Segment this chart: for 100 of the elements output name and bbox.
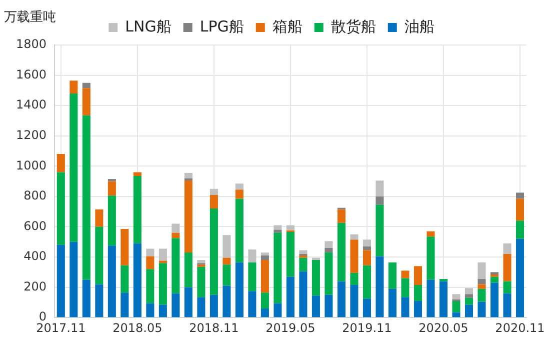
- bar: [337, 209, 346, 223]
- bar: [108, 181, 116, 196]
- bar: [210, 188, 218, 195]
- bar: [478, 262, 486, 279]
- bar: [70, 93, 78, 242]
- bar: [70, 242, 78, 318]
- bar: [376, 180, 384, 196]
- legend-label: 箱船: [272, 17, 302, 36]
- bar: [274, 225, 282, 230]
- bar: [464, 298, 474, 305]
- bar: [516, 238, 524, 318]
- bar: [350, 272, 358, 286]
- bar: [172, 232, 180, 238]
- bar: [120, 265, 129, 293]
- y-tick-label: 1800: [16, 37, 47, 52]
- bar: [197, 266, 206, 298]
- legend-label: 油船: [404, 17, 434, 36]
- bar: [120, 292, 129, 318]
- bar: [478, 278, 486, 284]
- bar: [95, 226, 104, 284]
- legend-label: LNG船: [125, 17, 172, 36]
- bar: [439, 281, 448, 318]
- bar: [210, 294, 218, 318]
- bar: [222, 235, 231, 258]
- bar: [146, 256, 154, 270]
- x-tick-label: 2018.05: [112, 320, 162, 335]
- bar: [350, 240, 358, 273]
- bar: [184, 287, 192, 318]
- legend-label: 散货船: [330, 17, 376, 36]
- bar: [158, 248, 167, 261]
- bar: [426, 280, 435, 318]
- bar: [56, 172, 65, 245]
- bar: [235, 190, 244, 199]
- y-tick-label: 1000: [16, 158, 47, 172]
- bar: [439, 278, 448, 282]
- bar: [146, 269, 154, 304]
- x-tick-label: 2019.05: [266, 320, 316, 335]
- bar: [503, 254, 512, 282]
- bar: [82, 82, 90, 88]
- bar: [197, 297, 206, 318]
- bar: [158, 304, 167, 318]
- bar: [274, 232, 282, 304]
- bar: [414, 300, 422, 318]
- bar: [260, 256, 269, 260]
- x-tick-label: 2020.05: [418, 320, 468, 335]
- bar: [274, 303, 282, 318]
- bar: [299, 271, 308, 318]
- bar: [362, 240, 371, 246]
- bar: [222, 264, 231, 286]
- bar: [108, 196, 116, 246]
- bar: [248, 262, 256, 292]
- bar: [324, 241, 333, 248]
- bar: [260, 260, 269, 293]
- bar: [222, 286, 231, 318]
- bar: [362, 265, 371, 299]
- bar: [286, 276, 294, 318]
- bar: [146, 303, 154, 318]
- x-tick-label: 2018.11: [189, 320, 239, 335]
- bar: [464, 294, 474, 298]
- bar: [133, 243, 142, 318]
- bar: [324, 248, 333, 252]
- bar: [464, 304, 474, 318]
- bar: [146, 248, 154, 256]
- bar: [248, 249, 256, 262]
- bar: [120, 229, 129, 266]
- bar: [516, 192, 524, 199]
- bar: [324, 252, 333, 295]
- bar: [362, 250, 371, 266]
- y-axis-title: 万载重吨: [4, 9, 56, 26]
- bar: [490, 276, 499, 283]
- bar: [414, 266, 422, 286]
- bar: [388, 262, 396, 289]
- bar: [56, 154, 65, 172]
- bar: [299, 258, 308, 272]
- bar: [362, 246, 371, 250]
- bar: [82, 115, 90, 280]
- bar: [260, 252, 269, 256]
- bar: [388, 288, 396, 318]
- bar: [235, 262, 244, 318]
- bar: [324, 294, 333, 318]
- bar: [133, 172, 142, 176]
- bar: [312, 260, 320, 296]
- bar: [70, 80, 78, 94]
- y-tick-label: 800: [24, 188, 47, 203]
- bar: [401, 270, 410, 278]
- bar: [503, 281, 512, 294]
- bar: [337, 281, 346, 318]
- bar: [260, 292, 269, 309]
- bar: [478, 302, 486, 318]
- bar: [172, 293, 180, 318]
- bar: [235, 184, 244, 190]
- bar: [235, 198, 244, 262]
- bar: [337, 222, 346, 282]
- bar: [133, 176, 142, 244]
- bar: [299, 250, 308, 254]
- bar: [350, 285, 358, 318]
- bar: [184, 252, 192, 288]
- bar: [426, 231, 435, 237]
- y-tick-label: 1400: [16, 98, 47, 112]
- y-tick-label: 1600: [16, 67, 47, 82]
